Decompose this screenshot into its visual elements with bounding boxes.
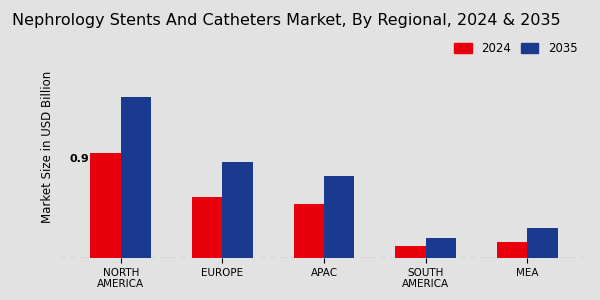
Bar [395, 246, 425, 258]
Bar [91, 153, 121, 258]
Text: Nephrology Stents And Catheters Market, By Regional, 2024 & 2035: Nephrology Stents And Catheters Market, … [13, 13, 561, 28]
Bar [293, 204, 324, 258]
Y-axis label: Market Size in USD Billion: Market Size in USD Billion [41, 71, 55, 223]
Bar [192, 197, 223, 258]
Bar [121, 97, 151, 258]
Bar [223, 162, 253, 258]
Bar [527, 228, 557, 258]
Bar [324, 176, 355, 258]
Text: 0.9: 0.9 [69, 154, 89, 164]
Bar [497, 242, 527, 258]
Legend: 2024, 2035: 2024, 2035 [449, 38, 582, 60]
Bar [425, 238, 456, 258]
